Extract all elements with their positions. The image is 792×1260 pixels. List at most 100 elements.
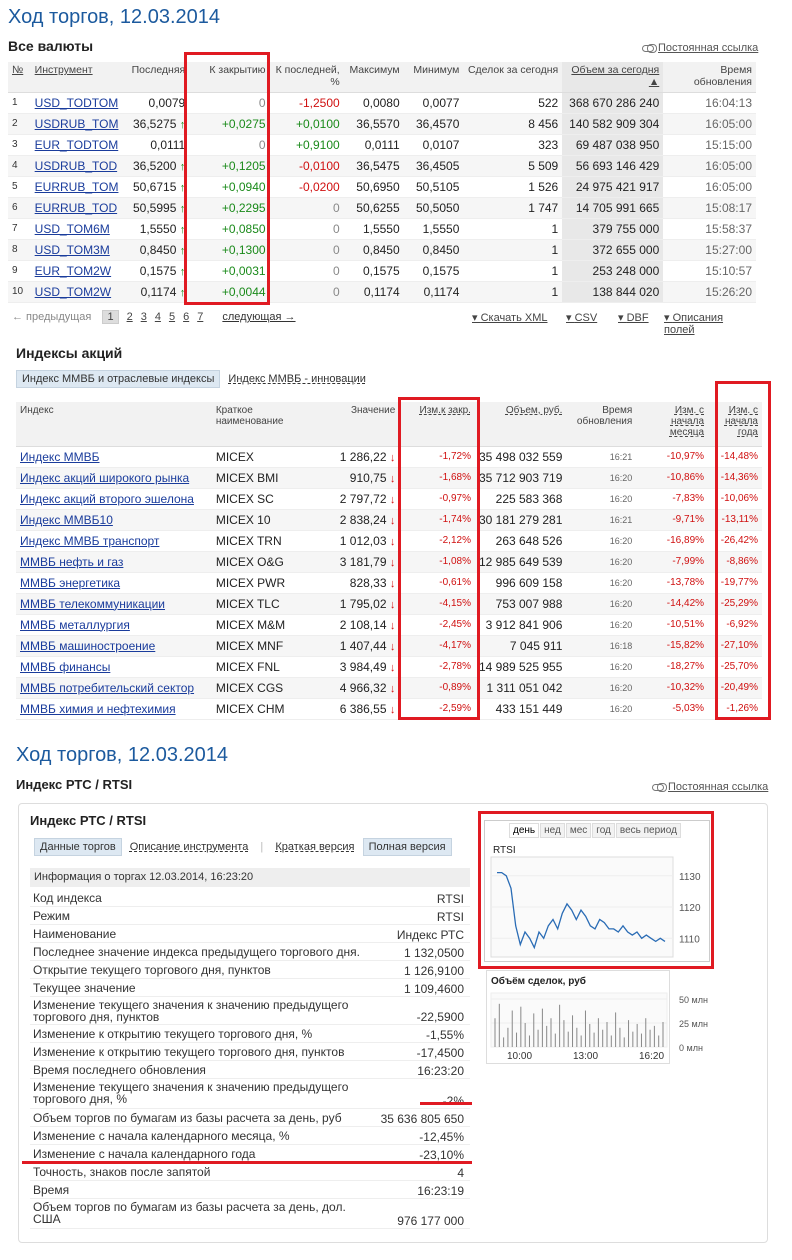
value-text: 2 108,14 (339, 617, 387, 632)
instrument-link[interactable]: EURRUB_TOD (34, 200, 118, 215)
short-name: MICEX (211, 446, 314, 468)
volume-tick-label: 50 млн (679, 995, 708, 1005)
index-link[interactable]: Индекс ММВБ (20, 449, 100, 464)
update-time: 16:20 (566, 551, 637, 573)
index-value: 1 286,22 ↓ (313, 446, 400, 468)
instrument-link[interactable]: USDRUB_TOM (34, 116, 119, 131)
page-link[interactable]: 7 (197, 311, 204, 323)
index-link[interactable]: Индекс ММВБ транспорт (20, 533, 160, 548)
col-header[interactable]: Значение (313, 402, 400, 447)
instrument-link[interactable]: EURRUB_TOM (34, 179, 119, 194)
page-link[interactable]: 6 (183, 311, 190, 323)
arrow-up-icon: ↑ (179, 160, 186, 173)
download-csv[interactable]: ▾ CSV (566, 312, 598, 324)
col-header[interactable]: Максимум (343, 62, 404, 93)
instrument-link[interactable]: EUR_TOM2W (34, 263, 112, 278)
volume-rub: 753 007 988 (474, 593, 567, 615)
period-tab[interactable]: весь период (615, 823, 681, 838)
change-month: -18,27% (636, 656, 709, 678)
index-link[interactable]: Индекс ММВБ10 (20, 512, 113, 527)
index-link[interactable]: ММВБ потребительский сектор (20, 680, 195, 695)
info-key: Последнее значение индекса предыдущего т… (33, 945, 360, 959)
last-value: 0,8450 (139, 242, 177, 257)
tab-full-version[interactable]: Полная версия (362, 838, 452, 856)
download-dbf[interactable]: ▾ DBF (618, 312, 649, 324)
col-header[interactable]: Время обновления (663, 62, 756, 93)
period-tab[interactable]: мес (565, 823, 592, 838)
table-row: ММВБ телекоммуникации MICEX TLC 1 795,02 ↓… (16, 593, 762, 615)
permalink-2[interactable]: Постоянная ссылка (652, 781, 768, 793)
row-number: 8 (8, 239, 31, 261)
change-to-close: -1,74% (399, 509, 475, 531)
index-link[interactable]: Индекс акций второго эшелона (20, 491, 194, 506)
index-link[interactable]: ММВБ телекоммуникации (20, 596, 166, 611)
next-link[interactable]: следующая → (222, 311, 296, 323)
col-header[interactable]: № (8, 62, 31, 93)
tab-micex-sectors[interactable]: Индекс ММВБ и отраслевые индексы (16, 370, 221, 388)
index-link[interactable]: Индекс акций широкого рынка (20, 470, 190, 485)
tab-short-version[interactable]: Краткая версия (275, 841, 355, 853)
period-tab[interactable]: нед (540, 823, 565, 838)
volume-rub: 30 181 279 281 (474, 509, 567, 531)
col-header[interactable]: Последняя (125, 62, 190, 93)
col-header[interactable]: Инструмент (30, 62, 126, 93)
index-link[interactable]: ММВБ химия и нефтехимия (20, 701, 176, 716)
deals-count: 323 (463, 134, 563, 156)
prev-link[interactable]: ← предыдущая (12, 311, 92, 323)
last-price: 0,1174 ↑ (125, 281, 190, 303)
tab-instrument-desc[interactable]: Описание инструмента (129, 841, 249, 853)
info-key: Объем торгов по бумагам из базы расчета … (33, 1200, 346, 1226)
change-to-close: -0,97% (399, 488, 475, 510)
col-header[interactable]: Время обновления (566, 402, 637, 447)
page-link[interactable]: 2 (126, 311, 133, 323)
page-link[interactable]: 1 (102, 310, 119, 324)
download-xml[interactable]: ▾ Скачать XML (472, 312, 548, 324)
permalink-1[interactable]: Постоянная ссылка (642, 42, 758, 54)
info-value: -12,45% (419, 1130, 464, 1144)
col-header[interactable]: Минимум (403, 62, 464, 93)
col-header[interactable]: К последней, % (269, 62, 344, 93)
last-change-pct: 0 (269, 281, 344, 303)
col-header[interactable]: Объем, руб. (474, 402, 567, 447)
page-link[interactable]: 4 (154, 311, 161, 323)
instrument-link[interactable]: USD_TOM2W (34, 284, 112, 299)
max-value: 0,1174 (343, 281, 404, 303)
last-value: 36,5200 (133, 158, 177, 173)
col-header[interactable]: Изм. с начала месяца (636, 402, 709, 447)
instrument-link[interactable]: EUR_TODTOM (34, 137, 119, 152)
period-tab[interactable]: год (592, 823, 615, 838)
tab-micex-innovations[interactable]: Индекс ММВБ - инновации (228, 373, 366, 385)
page-link[interactable]: 5 (168, 311, 176, 323)
instrument-link[interactable]: USD_TODTOM (34, 95, 119, 110)
instrument-link[interactable]: USD_TOM3M (34, 242, 110, 257)
index-link[interactable]: ММВБ нефть и газ (20, 554, 124, 569)
index-link[interactable]: ММВБ машиностроение (20, 638, 156, 653)
info-row: Открытие текущего торгового дня, пунктов… (30, 961, 470, 979)
instrument-link[interactable]: USDRUB_TOD (34, 158, 118, 173)
col-header[interactable]: Изм.к закр. (399, 402, 475, 447)
change-year: -8,86% (708, 551, 762, 573)
col-header[interactable]: Объем за сегодня ▲ (562, 62, 664, 93)
index-link[interactable]: ММВБ финансы (20, 659, 111, 674)
index-tabs: Индекс ММВБ и отраслевые индексы Индекс … (16, 370, 371, 388)
index-link[interactable]: ММВБ металлургия (20, 617, 130, 632)
col-header[interactable]: Изм. с начала года (708, 402, 762, 447)
table-row: Индекс акций широкого рынка MICEX BMI 910,… (16, 467, 762, 489)
index-link[interactable]: ММВБ энергетика (20, 575, 121, 590)
col-header[interactable]: Краткое наименование (211, 402, 314, 447)
period-tab[interactable]: день (509, 823, 540, 838)
tab-trade-data[interactable]: Данные торгов (34, 838, 122, 856)
max-value: 50,6255 (343, 197, 404, 219)
deals-count: 8 456 (463, 113, 563, 135)
col-header[interactable]: К закрытию (189, 62, 270, 93)
close-change: +0,1300 (189, 239, 270, 261)
fields-desc[interactable]: ▾ Описания полей (664, 312, 724, 336)
col-header[interactable]: Сделок за сегодня (463, 62, 563, 93)
instrument-link[interactable]: USD_TOM6M (34, 221, 110, 236)
index-name-cell: ММВБ финансы (16, 656, 212, 678)
row-number: 2 (8, 113, 31, 135)
arrow-down-icon: ↓ (389, 619, 396, 632)
page-link[interactable]: 3 (140, 311, 147, 323)
col-header[interactable]: Индекс (16, 402, 212, 447)
change-year: -26,42% (708, 530, 762, 552)
